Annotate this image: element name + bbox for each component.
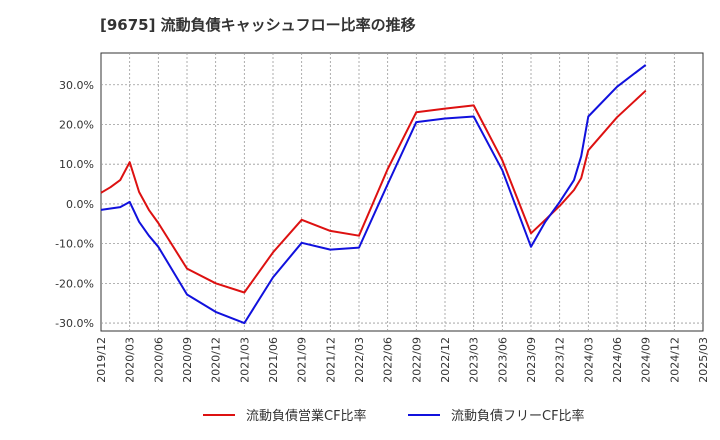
x-tick-label: 2023/12 — [554, 337, 567, 383]
x-tick-label: 2023/09 — [525, 337, 538, 383]
x-tick-label: 2021/06 — [267, 337, 280, 383]
x-tick-label: 2021/12 — [324, 337, 337, 383]
y-tick-label: -30.0% — [55, 317, 94, 330]
plot-area — [100, 52, 704, 332]
x-tick-label: 2020/03 — [124, 337, 137, 383]
x-tick-label: 2021/03 — [238, 337, 251, 383]
y-tick-label: 0.0% — [66, 198, 94, 211]
y-tick-label: -20.0% — [55, 277, 94, 290]
series-line-2 — [100, 64, 647, 325]
x-tick-label: 2019/12 — [95, 337, 108, 383]
x-tick-label: 2024/06 — [611, 337, 624, 383]
y-tick-label: -10.0% — [55, 238, 94, 251]
x-tick-label: 2023/06 — [496, 337, 509, 383]
x-tick-label: 2023/03 — [468, 337, 481, 383]
x-tick-label: 2025/03 — [697, 337, 710, 383]
legend-label-2: 流動負債フリーCF比率 — [451, 408, 585, 424]
series-line-1 — [100, 89, 647, 294]
legend-label-1: 流動負債営業CF比率 — [246, 408, 367, 424]
x-tick-label: 2020/09 — [181, 337, 194, 383]
y-tick-label: 10.0% — [59, 158, 94, 171]
x-tick-label: 2022/03 — [353, 337, 366, 383]
x-tick-label: 2022/09 — [410, 337, 423, 383]
x-tick-label: 2020/06 — [152, 337, 165, 383]
x-tick-label: 2021/09 — [296, 337, 309, 383]
x-tick-label: 2020/12 — [210, 337, 223, 383]
x-tick-label: 2024/12 — [668, 337, 681, 383]
y-tick-label: 30.0% — [59, 79, 94, 92]
x-tick-label: 2024/03 — [582, 337, 595, 383]
y-tick-label: 20.0% — [59, 118, 94, 131]
x-tick-label: 2022/06 — [382, 337, 395, 383]
x-tick-label: 2024/09 — [640, 337, 653, 383]
chart-title: [9675] 流動負債キャッシュフロー比率の推移 — [100, 16, 416, 34]
x-tick-label: 2022/12 — [439, 337, 452, 383]
